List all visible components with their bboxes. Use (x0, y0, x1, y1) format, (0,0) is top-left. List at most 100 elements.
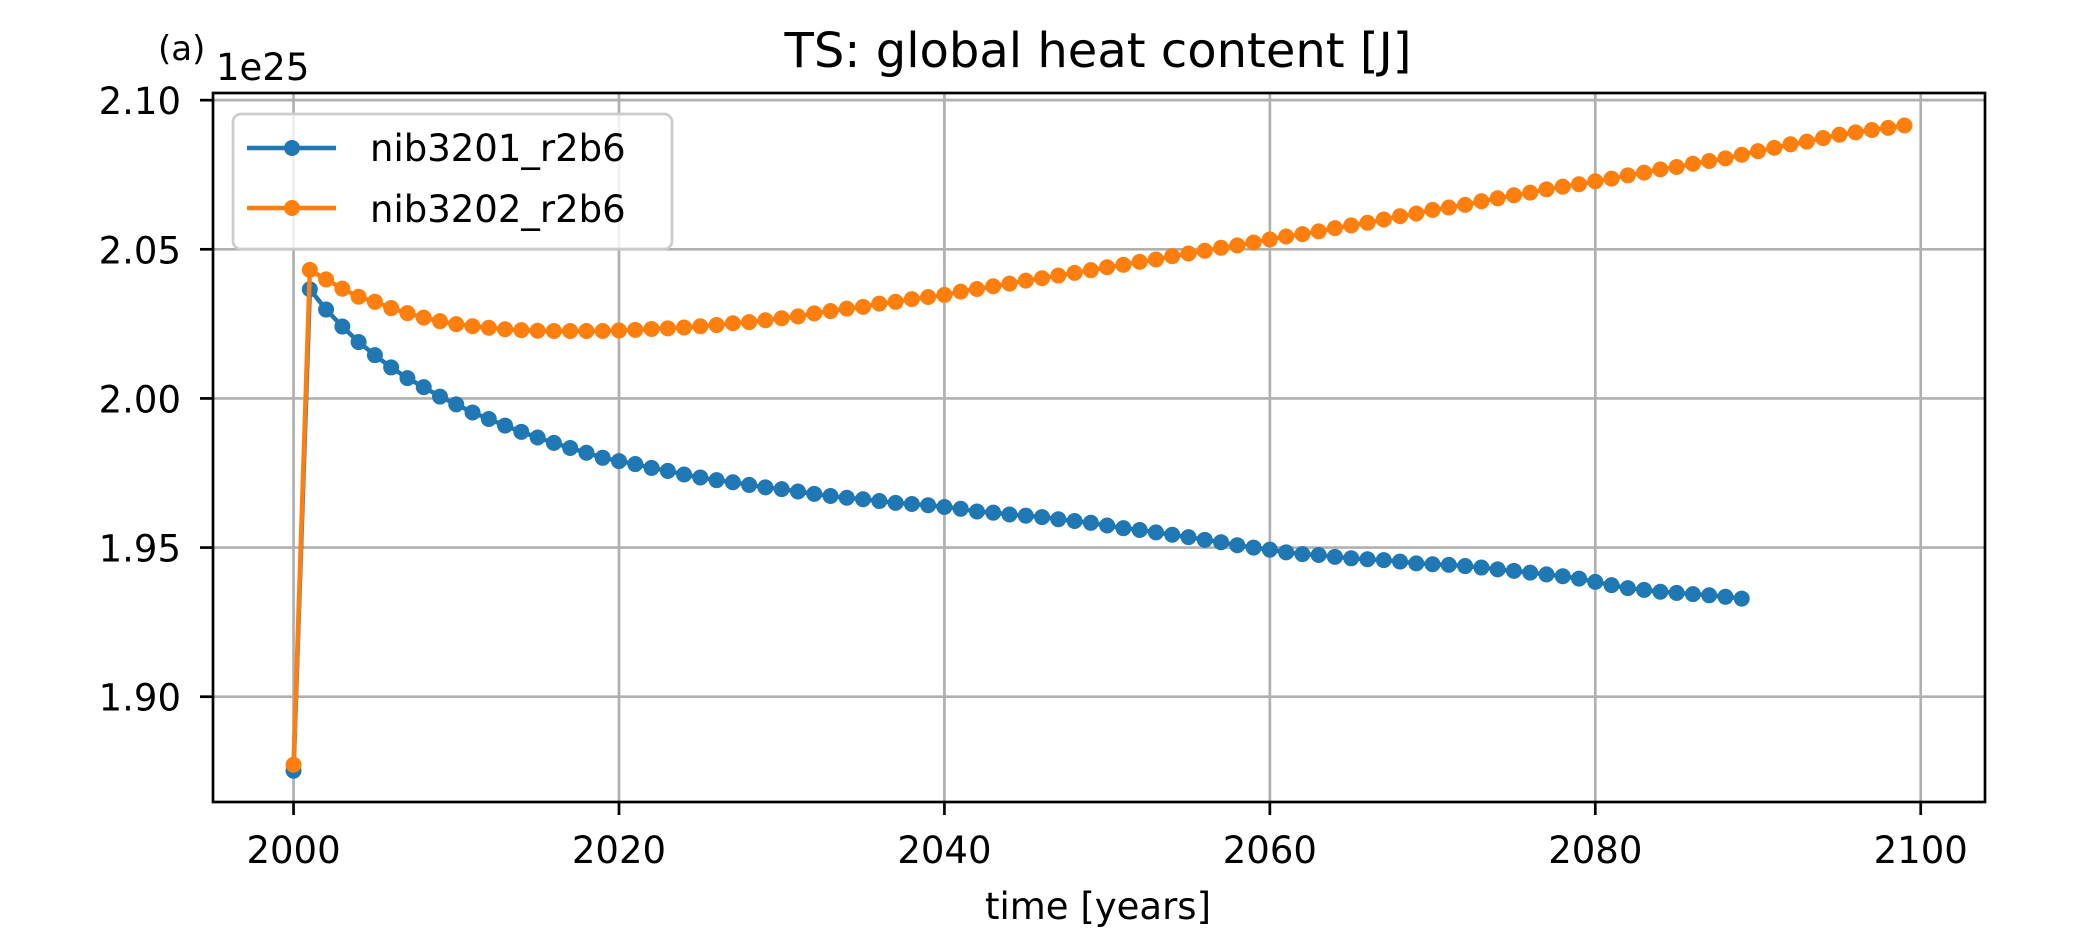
data-point (643, 320, 660, 337)
data-point (773, 310, 790, 327)
data-point (1326, 220, 1343, 237)
data-point (1278, 544, 1295, 561)
data-point (350, 288, 367, 305)
data-point (1115, 520, 1132, 537)
data-point (1652, 583, 1669, 600)
data-point (1587, 173, 1604, 190)
data-point (1180, 529, 1197, 546)
data-point (920, 497, 937, 514)
data-point (1684, 155, 1701, 172)
x-tick-label: 2020 (572, 829, 666, 872)
data-point (334, 280, 351, 297)
x-axis-label: time [years] (985, 885, 1211, 928)
data-point (1294, 226, 1311, 243)
data-point (529, 322, 546, 339)
data-point (806, 485, 823, 502)
data-point (1798, 133, 1815, 150)
data-point (529, 429, 546, 446)
data-point (1619, 167, 1636, 184)
data-point (1082, 262, 1099, 279)
data-point (1326, 548, 1343, 565)
data-point (1066, 513, 1083, 530)
data-point (1164, 526, 1181, 543)
data-point (968, 503, 985, 520)
series-line (291, 122, 1908, 768)
data-point (480, 411, 497, 428)
data-point (1603, 170, 1620, 187)
data-point (789, 483, 806, 500)
data-point (1750, 143, 1767, 160)
data-point (773, 481, 790, 498)
data-point (676, 319, 693, 336)
data-point (285, 756, 302, 773)
data-point (513, 423, 530, 440)
data-point (952, 283, 969, 300)
data-point (1408, 555, 1425, 572)
data-point (1896, 117, 1913, 134)
panel-label: (a) (158, 29, 205, 69)
data-point (578, 323, 595, 340)
data-point (1050, 511, 1067, 528)
data-point (1831, 126, 1848, 143)
data-point (1131, 521, 1148, 538)
data-point (627, 456, 644, 473)
data-point (415, 379, 432, 396)
data-point (822, 487, 839, 504)
y-tick-label: 1.95 (99, 528, 181, 571)
data-point (985, 278, 1002, 295)
data-point (318, 271, 335, 288)
y-tick-label: 2.00 (99, 378, 181, 421)
data-point (334, 318, 351, 335)
data-point (1392, 208, 1409, 225)
series-nib3202_r2b6 (285, 117, 1913, 773)
data-point (1424, 201, 1441, 218)
data-point (545, 323, 562, 340)
data-point (366, 293, 383, 310)
data-point (1489, 561, 1506, 578)
data-point (1782, 136, 1799, 153)
legend: nib3201_r2b6 nib3202_r2b6 (231, 112, 674, 251)
data-point (1261, 231, 1278, 248)
data-point (1066, 264, 1083, 281)
data-point (1457, 558, 1474, 575)
data-point (822, 303, 839, 320)
data-point (594, 323, 611, 340)
data-point (692, 469, 709, 486)
data-point (1424, 556, 1441, 573)
data-point (399, 370, 416, 387)
data-point (724, 315, 741, 332)
data-point (1392, 553, 1409, 570)
data-point (1408, 205, 1425, 222)
data-point (757, 312, 774, 329)
data-point (610, 322, 627, 339)
data-point (887, 494, 904, 511)
data-point (383, 359, 400, 376)
data-point (1815, 130, 1832, 147)
legend-label: nib3202_r2b6 (370, 188, 626, 231)
data-point (1196, 531, 1213, 548)
data-point (1554, 568, 1571, 585)
data-point (1457, 196, 1474, 213)
data-point (903, 291, 920, 308)
data-point (1473, 559, 1490, 576)
x-tick-label: 2100 (1874, 829, 1968, 872)
data-point (301, 261, 318, 278)
data-point (497, 321, 514, 338)
data-point (350, 334, 367, 351)
data-point (610, 453, 627, 470)
data-point (708, 317, 725, 334)
x-tick-label: 2080 (1548, 829, 1642, 872)
data-point (676, 466, 693, 483)
data-point (448, 396, 465, 413)
data-point (838, 300, 855, 317)
data-point (1196, 242, 1213, 259)
data-point (1717, 150, 1734, 167)
legend-entry: nib3202_r2b6 (247, 188, 626, 231)
data-point (724, 474, 741, 491)
data-point (1213, 534, 1230, 551)
data-point (1701, 153, 1718, 170)
data-point (1017, 507, 1034, 524)
data-point (1050, 267, 1067, 284)
data-point (448, 316, 465, 333)
